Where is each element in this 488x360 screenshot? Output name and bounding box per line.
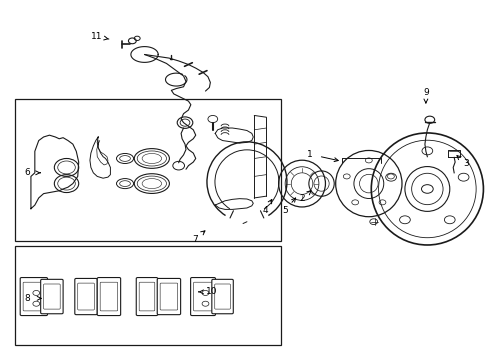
Bar	[15, 99, 281, 241]
Text: 9: 9	[422, 87, 428, 96]
Text: 5: 5	[282, 206, 287, 215]
FancyBboxPatch shape	[20, 278, 47, 316]
FancyBboxPatch shape	[190, 278, 215, 316]
Text: 7: 7	[191, 235, 197, 244]
Text: 10: 10	[205, 287, 217, 296]
Text: 4: 4	[262, 206, 268, 215]
FancyBboxPatch shape	[157, 278, 180, 315]
FancyBboxPatch shape	[211, 279, 233, 314]
Ellipse shape	[116, 179, 133, 189]
Text: 11: 11	[91, 32, 102, 41]
Text: 8: 8	[24, 294, 30, 303]
Text: 2: 2	[299, 194, 304, 203]
Text: 6: 6	[24, 168, 30, 177]
FancyBboxPatch shape	[41, 279, 63, 314]
Ellipse shape	[134, 174, 169, 193]
Text: 1: 1	[306, 150, 312, 159]
FancyBboxPatch shape	[97, 278, 121, 316]
FancyBboxPatch shape	[75, 278, 97, 315]
Ellipse shape	[134, 149, 169, 168]
FancyBboxPatch shape	[136, 278, 158, 316]
Text: 3: 3	[463, 159, 468, 168]
Ellipse shape	[116, 153, 133, 163]
Bar	[15, 246, 281, 345]
